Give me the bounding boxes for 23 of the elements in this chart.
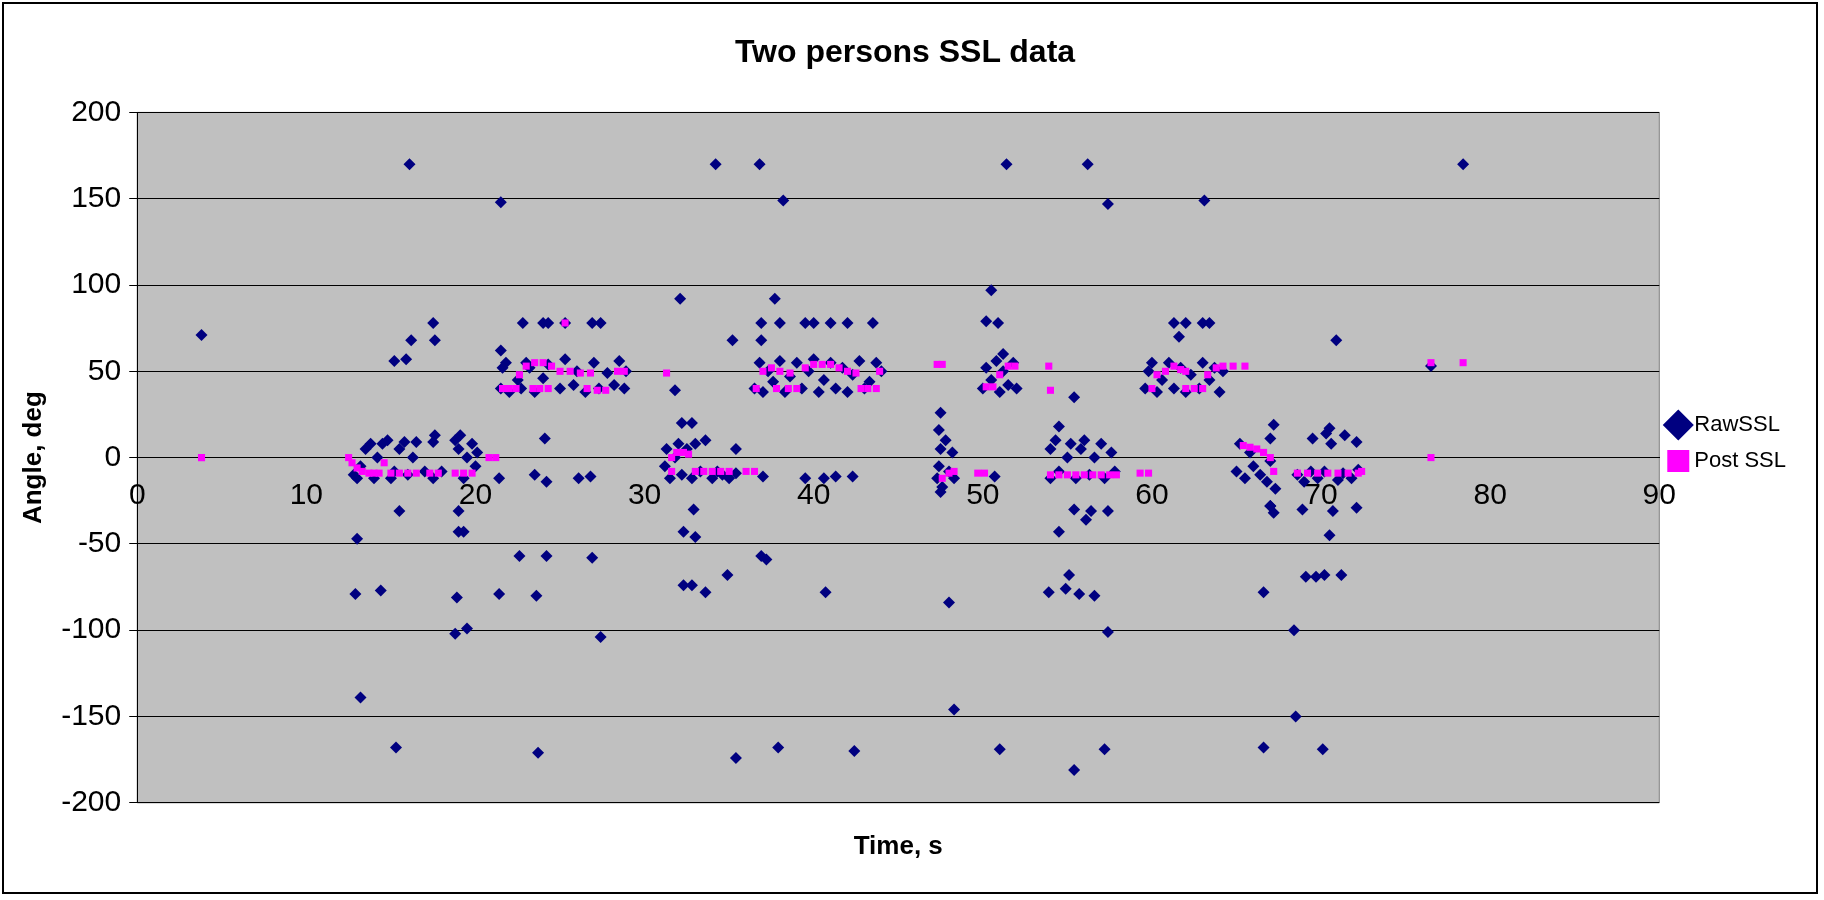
y-axis-title: Angle, deg — [16, 391, 47, 525]
legend-label: Post SSL — [1694, 447, 1786, 473]
x-axis-title: Time, s — [853, 829, 943, 860]
y-tick-label: 150 — [71, 179, 122, 213]
x-tick-label: 60 — [1135, 476, 1169, 510]
x-tick-label: 50 — [966, 476, 1000, 510]
y-tick-label: 0 — [104, 438, 122, 472]
x-tick-label: 10 — [289, 476, 324, 510]
x-tick-label: 30 — [627, 476, 662, 510]
y-tick-label: -200 — [61, 784, 122, 818]
y-tick-label: -100 — [61, 611, 122, 645]
x-tick-label: 40 — [797, 476, 831, 510]
x-tick-label: 20 — [458, 476, 493, 510]
y-tick-label: 200 — [71, 93, 122, 127]
x-tick-label: 90 — [1642, 476, 1676, 510]
y-tick-label: 100 — [71, 266, 122, 300]
chart-title: Two persons SSL data — [734, 33, 1076, 70]
y-tick-label: -50 — [77, 525, 122, 559]
x-tick-label: 70 — [1304, 476, 1338, 510]
legend-label: RawSSL — [1694, 411, 1780, 437]
y-tick-label: -150 — [61, 697, 122, 731]
y-tick-label: 50 — [87, 352, 122, 386]
x-tick-label: 80 — [1473, 476, 1507, 510]
